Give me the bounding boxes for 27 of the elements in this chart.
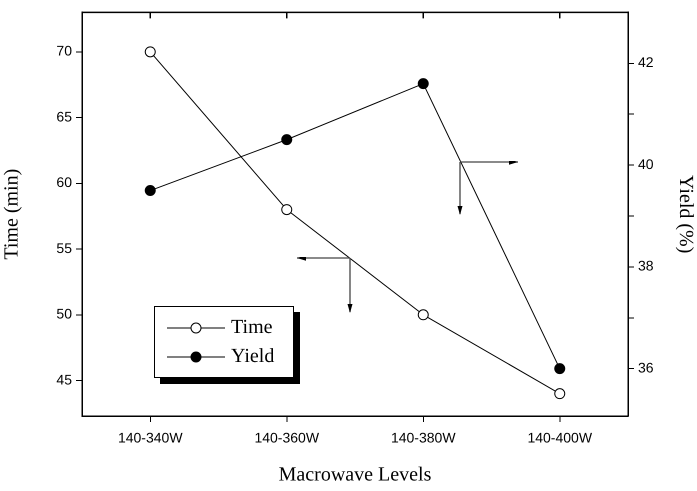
legend-label: Yield (231, 345, 274, 368)
y-tick-label: 70 (56, 42, 72, 59)
legend-label: Time (231, 316, 273, 339)
y2-tick-label: 40 (638, 156, 654, 172)
x-tick-label: 140-340W (118, 429, 184, 446)
y2-axis-title: Yield (%) (674, 175, 697, 254)
point (144, 185, 156, 196)
y-tick-label: 45 (56, 371, 72, 388)
x-tick-label: 140-400W (527, 429, 593, 446)
point (418, 78, 429, 90)
y-tick-label: 50 (56, 306, 72, 322)
y2-tick-label: 36 (638, 360, 654, 376)
point (144, 46, 156, 58)
point (554, 363, 566, 374)
x-axis-title: Macrowave Levels (278, 463, 432, 486)
point (281, 134, 292, 146)
y-tick-label: 55 (56, 240, 72, 256)
point (554, 388, 566, 400)
y-axis-title: Time (min) (0, 168, 22, 260)
y2-tick-label: 42 (638, 54, 654, 70)
point (418, 309, 429, 320)
y2-tick-label: 38 (638, 258, 654, 274)
point (281, 204, 292, 216)
y-tick-label: 60 (56, 174, 72, 190)
y-tick-label: 65 (56, 108, 72, 124)
x-tick-label: 140-380W (390, 429, 456, 446)
x-tick-label: 140-360W (254, 429, 320, 446)
